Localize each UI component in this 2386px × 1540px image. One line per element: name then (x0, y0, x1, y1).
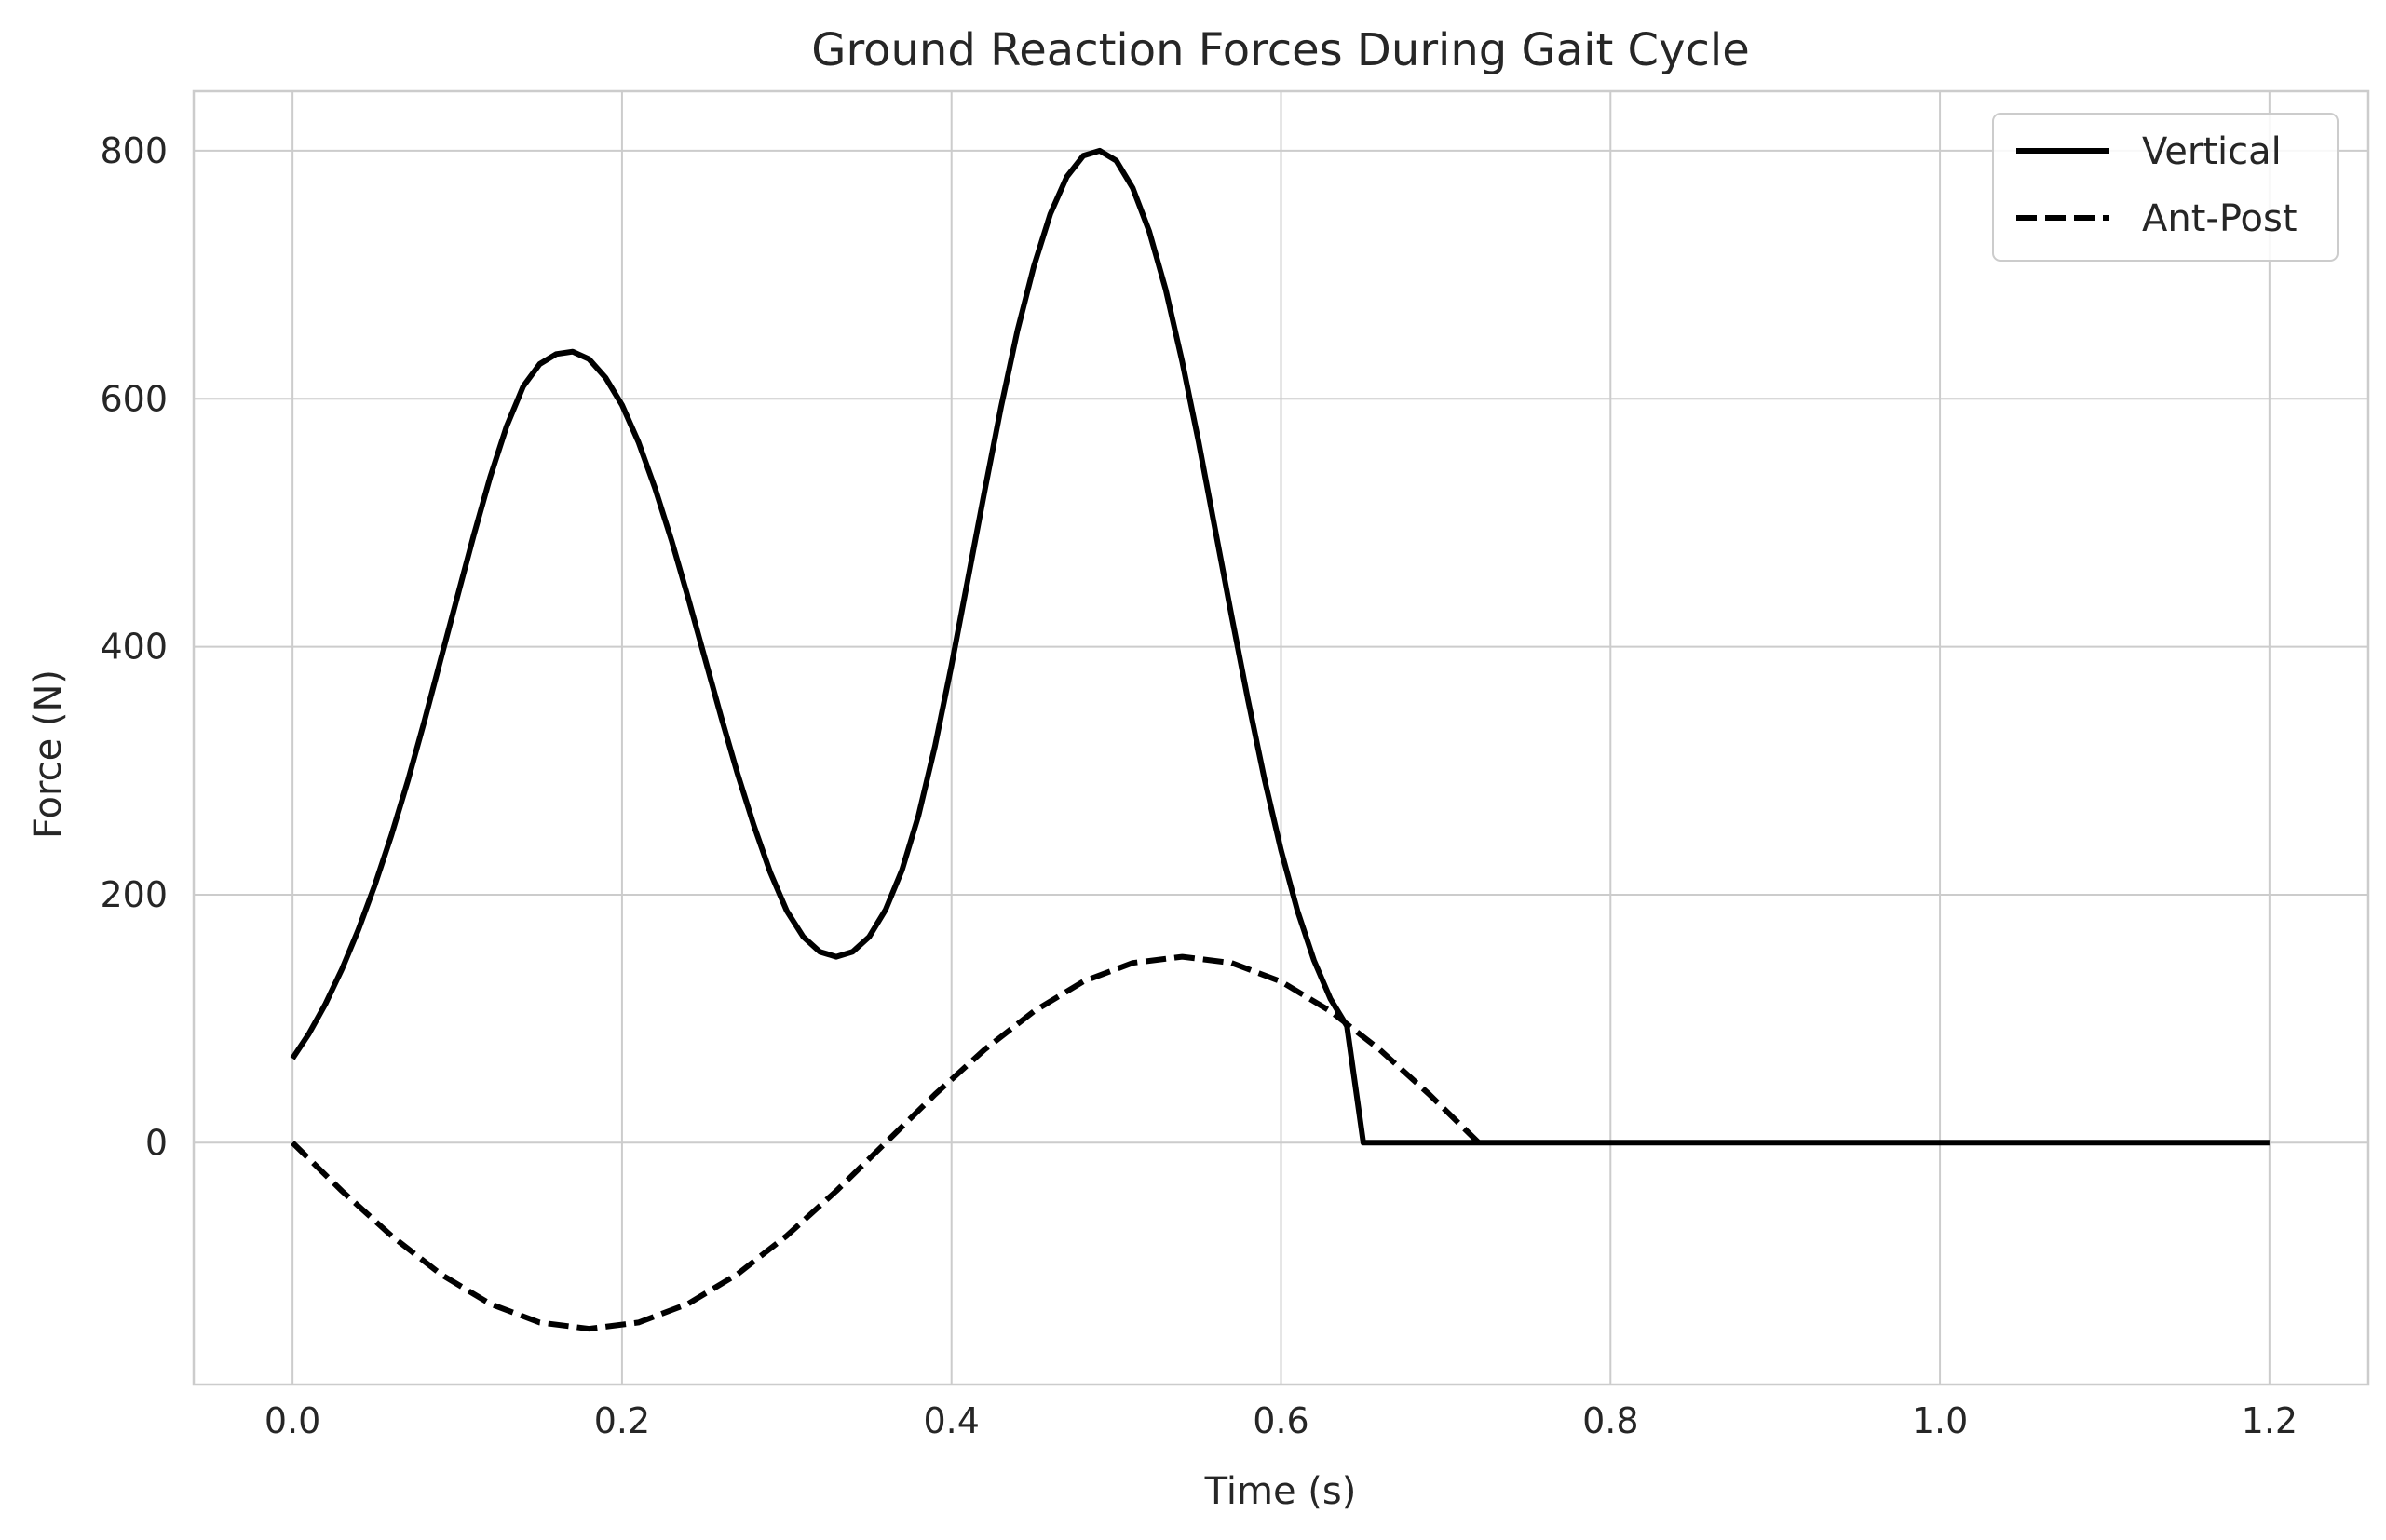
chart-title: Ground Reaction Forces During Gait Cycle (811, 24, 1749, 76)
y-tick-label: 200 (100, 874, 168, 915)
x-tick-label: 0.6 (1253, 1400, 1308, 1441)
series-line-vertical (290, 147, 2270, 1146)
grid (194, 91, 2368, 1385)
legend: Vertical Ant-Post (1992, 113, 2339, 262)
x-tick-label: 0.8 (1582, 1400, 1638, 1441)
y-axis-label: Force (N) (27, 669, 70, 839)
y-tick-label: 600 (100, 378, 168, 419)
x-tick-label: 0.4 (923, 1400, 979, 1441)
x-tick-label: 1.2 (2242, 1400, 2298, 1441)
series-layer (290, 147, 2270, 1332)
x-tick-label: 0.0 (264, 1400, 320, 1441)
x-axis-label: Time (s) (1204, 1470, 1357, 1513)
x-tick-label: 1.0 (1912, 1400, 1968, 1441)
legend-label-ant-post: Ant-Post (2142, 197, 2298, 240)
x-tick-label: 0.2 (594, 1400, 650, 1441)
y-tick-label: 0 (145, 1122, 168, 1163)
y-tick-label: 400 (100, 627, 168, 668)
legend-label-vertical: Vertical (2142, 130, 2282, 173)
y-tick-label: 800 (100, 130, 168, 171)
ticks: 0.0 0.2 0.4 0.6 0.8 1.0 1.2 0 200 400 600 800 (100, 130, 2298, 1441)
plot-frame (192, 89, 2370, 1386)
